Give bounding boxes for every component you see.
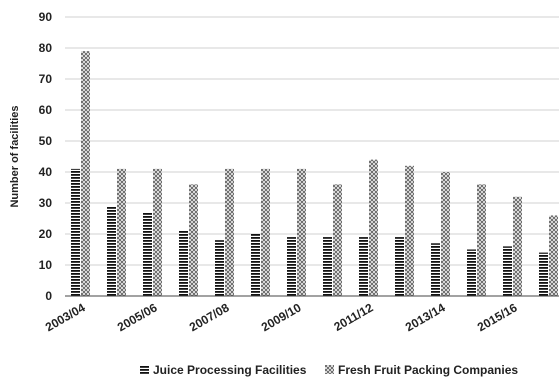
y-tick-label: 40: [39, 165, 53, 179]
legend-item-fresh-fruit-packing: Fresh Fruit Packing Companies: [325, 363, 518, 377]
bar-fresh-fruit-packing: [549, 215, 558, 296]
bar-fresh-fruit-packing: [405, 165, 414, 296]
bar-fresh-fruit-packing: [261, 168, 270, 296]
legend-swatch: [325, 365, 334, 374]
x-tick-label: 2011/12: [332, 300, 376, 334]
legend-label: Juice Processing Facilities: [153, 363, 307, 377]
y-tick-label: 60: [39, 103, 53, 117]
y-tick-label: 70: [39, 72, 53, 86]
x-tick-label: 2013/14: [403, 300, 448, 334]
y-tick-labels: 0 10 20 30 40 50 60 70 80 90: [39, 10, 53, 303]
x-tick-label: 2009/10: [259, 300, 304, 334]
bars: [71, 51, 558, 296]
bar-juice-processing: [539, 252, 548, 296]
bar-fresh-fruit-packing: [441, 172, 450, 296]
legend-swatch: [140, 365, 149, 374]
bar-juice-processing: [431, 243, 440, 296]
bar-fresh-fruit-packing: [117, 168, 126, 296]
y-axis-title: Number of facilities: [9, 105, 21, 207]
bar-fresh-fruit-packing: [225, 168, 234, 296]
bar-juice-processing: [323, 237, 332, 296]
bar-juice-processing: [395, 237, 404, 296]
x-tick-label: 2005/06: [115, 300, 160, 334]
y-tick-label: 10: [39, 258, 53, 272]
legend: Juice Processing Facilities Fresh Fruit P…: [140, 363, 518, 377]
bar-juice-processing: [215, 240, 224, 296]
x-tick-label: 2003/04: [43, 300, 88, 334]
y-tick-label: 50: [39, 134, 53, 148]
bar-fresh-fruit-packing: [81, 51, 90, 296]
bar-fresh-fruit-packing: [153, 168, 162, 296]
bar-juice-processing: [143, 212, 152, 296]
bar-fresh-fruit-packing: [297, 168, 306, 296]
bar-juice-processing: [251, 234, 260, 296]
y-tick-label: 80: [39, 41, 53, 55]
bar-fresh-fruit-packing: [513, 196, 522, 296]
bar-juice-processing: [467, 249, 476, 296]
y-tick-label: 0: [45, 289, 52, 303]
x-tick-labels: 2003/04 2005/06 2007/08 2009/10 2011/12 2013/…: [43, 300, 520, 334]
x-tick-label: 2015/16: [475, 300, 520, 334]
bar-juice-processing: [503, 246, 512, 296]
y-tick-label: 30: [39, 196, 53, 210]
bar-juice-processing: [107, 206, 116, 296]
bar-fresh-fruit-packing: [189, 184, 198, 296]
x-tick-label: 2007/08: [187, 300, 232, 334]
legend-label: Fresh Fruit Packing Companies: [338, 363, 518, 377]
y-tick-label: 90: [39, 10, 53, 24]
bar-fresh-fruit-packing: [477, 184, 486, 296]
legend-item-juice-processing: Juice Processing Facilities: [140, 363, 307, 377]
bar-fresh-fruit-packing: [369, 159, 378, 296]
bar-juice-processing: [71, 168, 80, 296]
bar-juice-processing: [179, 230, 188, 296]
y-tick-label: 20: [39, 227, 53, 241]
bar-juice-processing: [287, 237, 296, 296]
bar-juice-processing: [359, 237, 368, 296]
bar-fresh-fruit-packing: [333, 184, 342, 296]
